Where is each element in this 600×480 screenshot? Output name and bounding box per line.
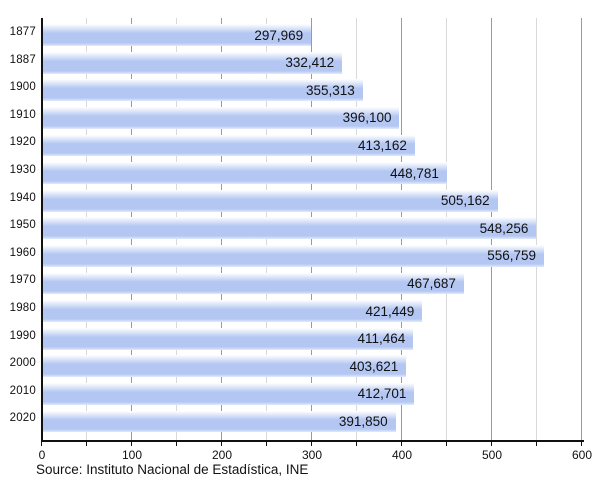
- x-tick: [221, 441, 222, 446]
- bar-value-label: 355,313: [305, 82, 355, 98]
- bar-value-label: 505,162: [440, 193, 490, 209]
- bar-value-label: 332,412: [285, 55, 335, 71]
- year-label: 1920: [9, 136, 36, 149]
- population-bar: 467,687: [43, 272, 464, 295]
- x-tick-label: 200: [211, 448, 233, 462]
- bar-value-label: 467,687: [407, 275, 456, 291]
- population-bar: 505,162: [43, 189, 498, 212]
- year-label: 2020: [9, 412, 36, 425]
- bar-row: 2000 403,621: [0, 350, 600, 378]
- x-tick-label: 600: [571, 448, 593, 462]
- bar-row: 1887 332,412: [0, 47, 600, 75]
- x-tick: [581, 441, 582, 446]
- bar-rows: 1877 297,969 1887 332,412 1900 355,313 1910 396…: [0, 19, 600, 433]
- population-bar: 413,162: [43, 134, 415, 157]
- bar-row: 1920 413,162: [0, 129, 600, 157]
- x-tick: [86, 441, 87, 446]
- population-bar: 412,701: [43, 382, 415, 405]
- population-bar: 332,412: [43, 51, 343, 74]
- bar-value-label: 403,621: [349, 358, 399, 374]
- bar-value-label: 556,759: [487, 248, 537, 264]
- bar-value-label: 412,701: [357, 386, 407, 402]
- x-tick-label: 300: [301, 448, 323, 462]
- population-bar: 403,621: [43, 355, 407, 378]
- population-bar: 396,100: [43, 106, 400, 129]
- bar-row: 1940 505,162: [0, 185, 600, 213]
- x-tick: [446, 441, 447, 446]
- bar-row: 1960 556,759: [0, 240, 600, 268]
- bar-value-label: 413,162: [358, 137, 407, 153]
- bar-value-label: 391,850: [338, 413, 388, 429]
- x-tick-label: 500: [481, 448, 503, 462]
- bar-row: 1990 411,464: [0, 323, 600, 351]
- population-bar: 548,256: [43, 217, 537, 240]
- x-tick: [131, 441, 132, 446]
- bar-row: 2010 412,701: [0, 378, 600, 406]
- x-tick-label: 400: [391, 448, 413, 462]
- year-label: 1990: [9, 329, 36, 342]
- year-label: 2000: [9, 357, 36, 370]
- bar-row: 1910 396,100: [0, 102, 600, 130]
- bar-row: 1877 297,969: [0, 19, 600, 47]
- year-label: 1877: [9, 26, 36, 38]
- x-tick-label: 100: [121, 448, 143, 462]
- x-tick: [536, 441, 537, 446]
- year-label: 2010: [9, 384, 36, 397]
- x-tick: [311, 441, 312, 446]
- year-label: 1980: [9, 302, 36, 314]
- bar-row: 2020 391,850: [0, 405, 600, 433]
- x-tick: [401, 441, 402, 446]
- population-bar: 355,313: [43, 79, 363, 102]
- bar-row: 1950 548,256: [0, 212, 600, 240]
- x-axis-line: [41, 440, 584, 442]
- bar-row: 1930 448,781: [0, 157, 600, 185]
- x-tick: [176, 441, 177, 446]
- x-tick: [266, 441, 267, 446]
- bar-value-label: 548,256: [479, 220, 529, 236]
- x-tick: [356, 441, 357, 446]
- population-bar: 448,781: [43, 162, 447, 184]
- x-tick: [491, 441, 492, 446]
- population-bar: 556,759: [43, 244, 545, 267]
- year-label: 1940: [9, 191, 36, 204]
- year-label: 1887: [9, 53, 36, 66]
- gridline-major: [581, 18, 582, 440]
- bar-row: 1900 355,313: [0, 74, 600, 102]
- population-bar: 297,969: [43, 24, 312, 46]
- year-label: 1930: [9, 164, 36, 176]
- year-label: 1950: [9, 219, 36, 232]
- x-tick: [41, 441, 42, 446]
- x-tick-label: 0: [38, 448, 46, 462]
- population-bar: 391,850: [43, 410, 396, 433]
- year-label: 1960: [9, 246, 36, 259]
- year-label: 1910: [9, 108, 36, 121]
- bar-value-label: 297,969: [254, 27, 304, 43]
- population-bar: 421,449: [43, 300, 423, 322]
- year-label: 1900: [9, 81, 36, 94]
- bar-value-label: 396,100: [342, 110, 392, 126]
- gridline-minor: [536, 18, 537, 440]
- bar-value-label: 448,781: [390, 165, 439, 181]
- bar-row: 1980 421,449: [0, 295, 600, 323]
- year-label: 1970: [9, 274, 36, 287]
- y-axis-line: [41, 18, 43, 441]
- bar-row: 1970 467,687: [0, 267, 600, 295]
- source-caption: Source: Instituto Nacional de Estadístic…: [36, 462, 309, 477]
- bar-value-label: 421,449: [365, 303, 415, 319]
- population-bar: 411,464: [43, 327, 414, 350]
- bar-value-label: 411,464: [357, 331, 406, 347]
